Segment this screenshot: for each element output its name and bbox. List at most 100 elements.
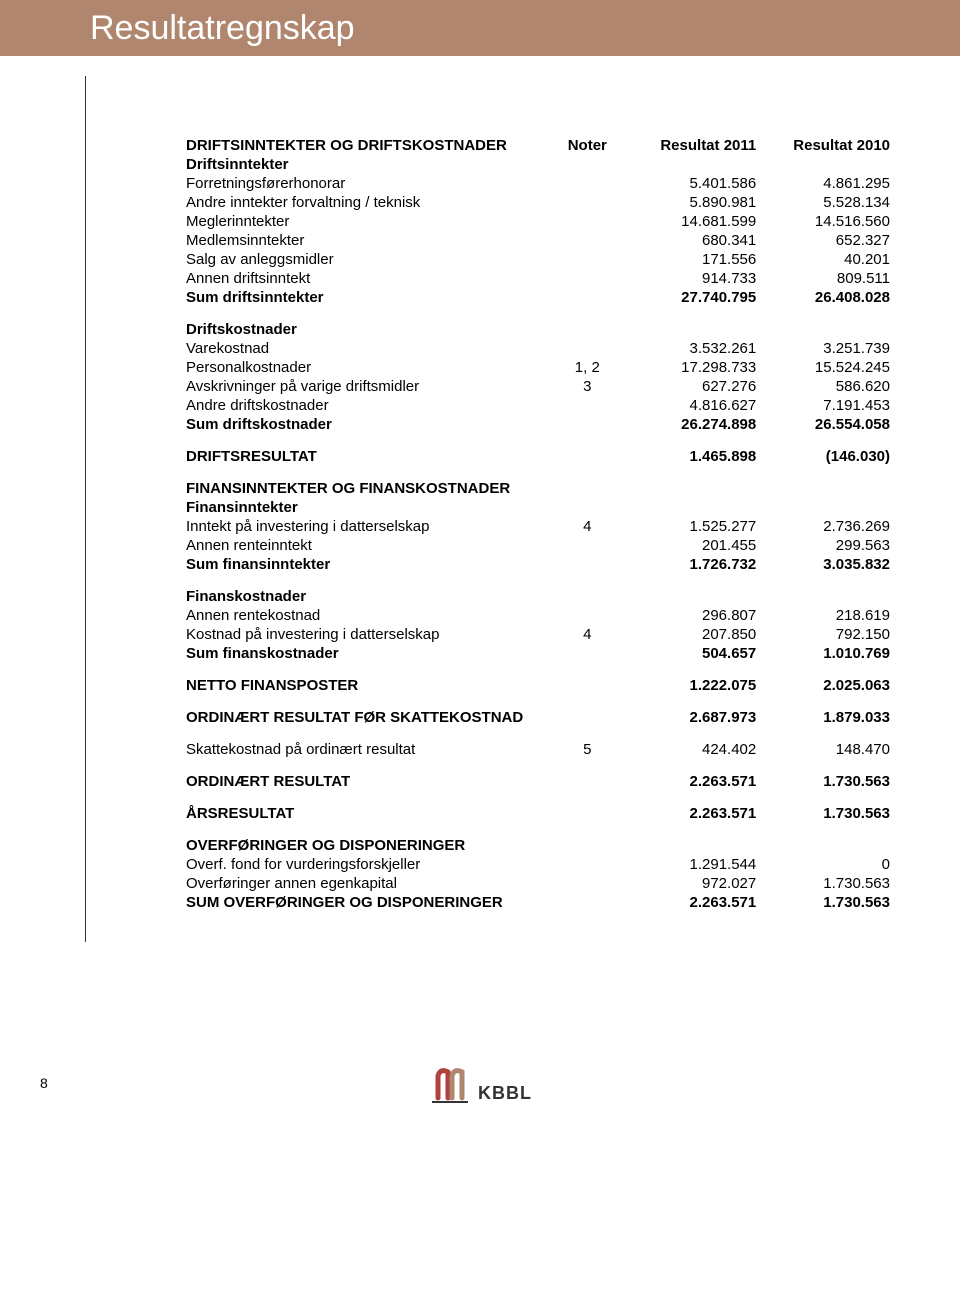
cell bbox=[622, 155, 756, 174]
row-2011: 914.733 bbox=[622, 269, 756, 288]
cell bbox=[756, 466, 890, 498]
row-label: SUM OVERFØRINGER OG DISPONERINGER bbox=[186, 893, 552, 912]
row-2011: 5.401.586 bbox=[622, 174, 756, 193]
row-2011: 424.402 bbox=[622, 727, 756, 759]
page-header: Resultatregnskap bbox=[0, 0, 960, 56]
cell bbox=[622, 823, 756, 855]
row-2010: 26.554.058 bbox=[756, 415, 890, 434]
income-statement-table: DRIFTSINNTEKTER OG DRIFTSKOSTNADERNoterR… bbox=[186, 136, 890, 912]
row-noter bbox=[552, 396, 622, 415]
row-2011: 2.263.571 bbox=[622, 791, 756, 823]
row-2010: 1.730.563 bbox=[756, 791, 890, 823]
cell bbox=[756, 498, 890, 517]
row-label: Varekostnad bbox=[186, 339, 552, 358]
row-noter bbox=[552, 606, 622, 625]
row-2011: 1.525.277 bbox=[622, 517, 756, 536]
row-2010: 3.251.739 bbox=[756, 339, 890, 358]
row-noter bbox=[552, 288, 622, 307]
page-number: 8 bbox=[40, 1075, 48, 1091]
row-noter bbox=[552, 663, 622, 695]
row-2011: 27.740.795 bbox=[622, 288, 756, 307]
row-label: Medlemsinntekter bbox=[186, 231, 552, 250]
row-2010: 26.408.028 bbox=[756, 288, 890, 307]
row-noter bbox=[552, 874, 622, 893]
row-2011: 296.807 bbox=[622, 606, 756, 625]
cell bbox=[756, 155, 890, 174]
row-2010: 1.010.769 bbox=[756, 644, 890, 663]
subsection-heading: Finansinntekter bbox=[186, 498, 552, 517]
row-2011: 5.890.981 bbox=[622, 193, 756, 212]
row-2010: 5.528.134 bbox=[756, 193, 890, 212]
row-2010: 299.563 bbox=[756, 536, 890, 555]
row-2010: 7.191.453 bbox=[756, 396, 890, 415]
row-label: Overf. fond for vurderingsforskjeller bbox=[186, 855, 552, 874]
row-2010: 586.620 bbox=[756, 377, 890, 396]
cell bbox=[552, 466, 622, 498]
row-noter bbox=[552, 536, 622, 555]
cell bbox=[622, 466, 756, 498]
row-noter bbox=[552, 644, 622, 663]
col-2010: Resultat 2010 bbox=[756, 136, 890, 155]
row-2011: 1.222.075 bbox=[622, 663, 756, 695]
row-2011: 627.276 bbox=[622, 377, 756, 396]
cell bbox=[756, 823, 890, 855]
row-label: Andre driftskostnader bbox=[186, 396, 552, 415]
row-noter bbox=[552, 212, 622, 231]
row-2010: 148.470 bbox=[756, 727, 890, 759]
row-label: Sum finansinntekter bbox=[186, 555, 552, 574]
row-2010: 0 bbox=[756, 855, 890, 874]
row-noter bbox=[552, 339, 622, 358]
row-2011: 1.465.898 bbox=[622, 434, 756, 466]
cell bbox=[622, 574, 756, 606]
cell bbox=[756, 307, 890, 339]
row-noter bbox=[552, 269, 622, 288]
row-label: Annen rentekostnad bbox=[186, 606, 552, 625]
row-2010: 2.736.269 bbox=[756, 517, 890, 536]
income-statement-content: DRIFTSINNTEKTER OG DRIFTSKOSTNADERNoterR… bbox=[85, 76, 960, 942]
row-2010: 14.516.560 bbox=[756, 212, 890, 231]
row-noter: 5 bbox=[552, 727, 622, 759]
row-noter bbox=[552, 193, 622, 212]
row-2010: 3.035.832 bbox=[756, 555, 890, 574]
row-noter bbox=[552, 174, 622, 193]
row-label: Avskrivninger på varige driftsmidler bbox=[186, 377, 552, 396]
row-2010: 792.150 bbox=[756, 625, 890, 644]
row-2011: 972.027 bbox=[622, 874, 756, 893]
subsection-heading: Finanskostnader bbox=[186, 574, 552, 606]
row-noter: 1, 2 bbox=[552, 358, 622, 377]
row-label: Annen renteinntekt bbox=[186, 536, 552, 555]
row-label: ORDINÆRT RESULTAT bbox=[186, 759, 552, 791]
subsection-heading: Driftsinntekter bbox=[186, 155, 552, 174]
row-noter bbox=[552, 434, 622, 466]
logo-text: KBBL bbox=[478, 1083, 532, 1104]
row-label: NETTO FINANSPOSTER bbox=[186, 663, 552, 695]
row-noter bbox=[552, 855, 622, 874]
row-label: Overføringer annen egenkapital bbox=[186, 874, 552, 893]
row-label: DRIFTSRESULTAT bbox=[186, 434, 552, 466]
row-2011: 17.298.733 bbox=[622, 358, 756, 377]
row-label: Annen driftsinntekt bbox=[186, 269, 552, 288]
section-heading: OVERFØRINGER OG DISPONERINGER bbox=[186, 823, 552, 855]
row-2011: 4.816.627 bbox=[622, 396, 756, 415]
row-2010: 809.511 bbox=[756, 269, 890, 288]
row-label: Personalkostnader bbox=[186, 358, 552, 377]
row-noter: 3 bbox=[552, 377, 622, 396]
subsection-heading: Driftskostnader bbox=[186, 307, 552, 339]
row-2011: 201.455 bbox=[622, 536, 756, 555]
row-label: Sum driftsinntekter bbox=[186, 288, 552, 307]
row-2011: 14.681.599 bbox=[622, 212, 756, 231]
col-2011: Resultat 2011 bbox=[622, 136, 756, 155]
row-2010: 1.730.563 bbox=[756, 874, 890, 893]
cell bbox=[622, 498, 756, 517]
row-noter bbox=[552, 893, 622, 912]
row-2011: 680.341 bbox=[622, 231, 756, 250]
row-noter bbox=[552, 415, 622, 434]
row-2011: 1.726.732 bbox=[622, 555, 756, 574]
row-2010: (146.030) bbox=[756, 434, 890, 466]
cell bbox=[552, 155, 622, 174]
cell bbox=[552, 823, 622, 855]
page-title: Resultatregnskap bbox=[90, 9, 355, 48]
cell bbox=[552, 498, 622, 517]
row-2010: 2.025.063 bbox=[756, 663, 890, 695]
row-label: Forretningsførerhonorar bbox=[186, 174, 552, 193]
